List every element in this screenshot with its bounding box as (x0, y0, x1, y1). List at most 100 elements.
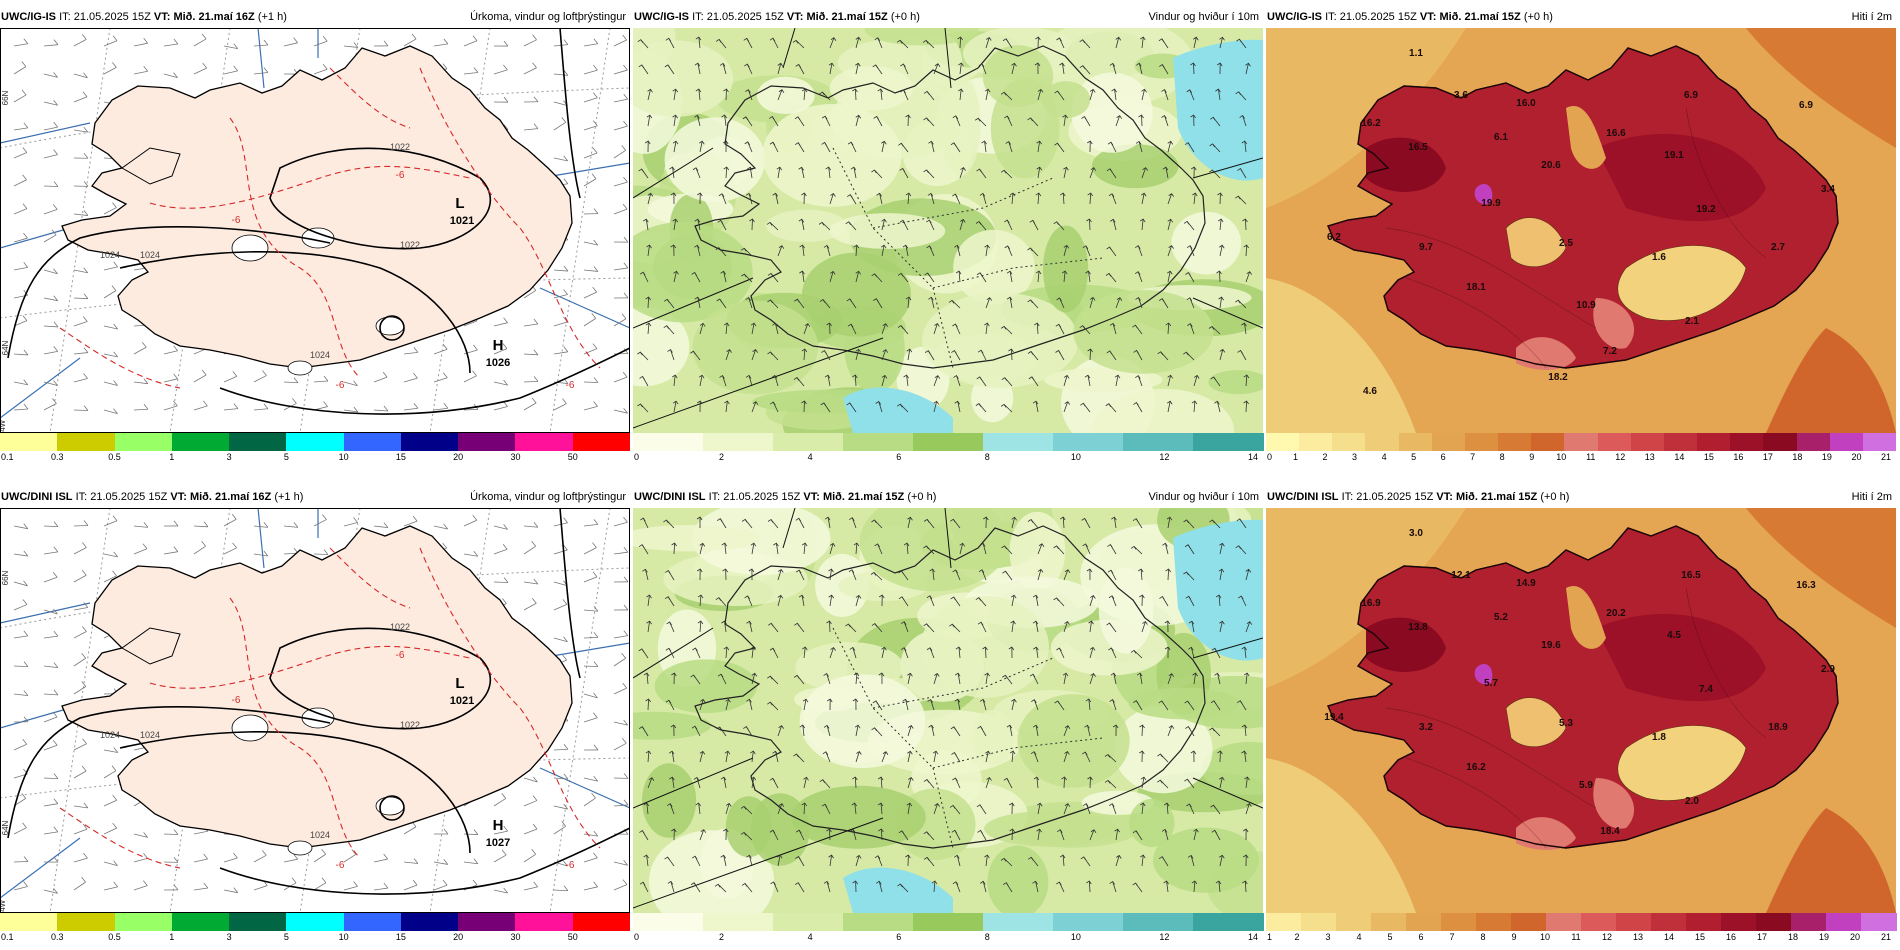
wind-arrow (697, 63, 701, 75)
colorbar-tick-label: 14 (1247, 452, 1259, 462)
wind-arrowhead (740, 247, 747, 252)
panel-ig-wind: UWC/IG-IS IT: 21.05.2025 15Z VT: Mið. 21… (633, 0, 1264, 462)
sea-temperature-band (1266, 278, 1416, 433)
wind-barb-flag (623, 546, 629, 553)
wind-barb-flag (53, 630, 59, 637)
wind-barb (193, 67, 207, 75)
colorbar-tick-label: 0.1 (1, 932, 14, 942)
colorbar-segment (1371, 913, 1407, 931)
wind-barb (283, 525, 298, 528)
wind-barb-flag (113, 408, 118, 414)
wind-arrowhead (1142, 167, 1149, 171)
wind-arrow (1011, 751, 1014, 763)
wind-arrow (1141, 621, 1146, 633)
colorbar-tick-label: 1 (169, 932, 175, 942)
wind-arrowhead (906, 802, 913, 807)
wind-arrowhead (1163, 880, 1169, 885)
wind-arrowhead (900, 89, 906, 94)
wind-arrowhead (693, 776, 700, 781)
colorbar-segment (633, 433, 704, 451)
wind-arrowhead (948, 299, 955, 304)
wind-arrow (933, 751, 937, 763)
wind-arrowhead (876, 880, 882, 885)
wind-arrowhead (1157, 779, 1163, 784)
wind-arrowhead (1109, 322, 1116, 327)
wind-speed-patch (920, 595, 1049, 698)
temperature-isoline (229, 597, 361, 859)
wind-arrow (828, 167, 831, 179)
wind-barb-flag (623, 292, 629, 299)
wind-arrow (777, 245, 783, 257)
wind-barb-flag (563, 289, 568, 295)
wind-arrowhead (908, 724, 914, 729)
wind-arrowhead (975, 597, 982, 601)
wind-arrow (1033, 699, 1039, 711)
wind-arrowhead (905, 296, 912, 301)
wind-arrowhead (778, 725, 785, 729)
wind-arrowhead (1140, 192, 1147, 197)
wind-arrow (645, 569, 649, 581)
fjord-outline (121, 147, 181, 185)
wind-barb (343, 522, 358, 527)
wind-arrow (803, 699, 807, 711)
wind-arrowhead (1243, 244, 1250, 249)
wind-barb (43, 525, 59, 527)
wind-arrowhead (984, 244, 990, 249)
wind-arrowhead (846, 298, 853, 303)
wind-arrowhead (1109, 698, 1115, 703)
sea-temperature-band (1746, 28, 1896, 148)
wind-barb-flag (23, 262, 29, 268)
colorbar-tick-label: 15 (395, 932, 406, 942)
temperature-value-label: 16.6 (1606, 128, 1626, 139)
wind-arrow (751, 673, 756, 685)
wind-arrowhead (778, 568, 784, 573)
panel-dini-wind: UWC/DINI ISL IT: 21.05.2025 15Z VT: Mið.… (633, 480, 1264, 942)
wind-barb-flag (623, 64, 628, 71)
colorbar-tick-label: 8 (984, 452, 990, 462)
wind-barb-flag (53, 608, 58, 615)
wind-barb-flag (623, 773, 629, 779)
wind-arrow (854, 374, 857, 387)
wind-barb (403, 38, 417, 47)
wind-arrowhead (1009, 192, 1016, 197)
wind-barb-flag (563, 155, 569, 162)
wind-arrow (1218, 89, 1221, 101)
wind-barb (553, 805, 568, 810)
wind-arrowhead (1086, 140, 1093, 145)
wind-barb-flag (622, 682, 628, 689)
wind-arrowhead (671, 542, 677, 547)
colorbar-segment (1862, 433, 1897, 451)
colorbar-tick-label: 10 (338, 452, 349, 462)
wind-arrowhead (950, 726, 957, 731)
wind-arrowhead (715, 247, 722, 251)
wind-arrowhead (1191, 166, 1197, 171)
wind-arrowhead (695, 88, 702, 93)
temperature-map: 3.0 12.1 14.9 16.5 16.3 16.9 13.8 5.2 19.6 20.2 4.… (1266, 508, 1896, 913)
wind-arrowhead (923, 856, 930, 861)
wind-arrowhead (746, 698, 752, 703)
wind-arrowhead (1001, 377, 1008, 381)
wind-arrowhead (770, 401, 776, 406)
wind-arrowhead (1055, 323, 1062, 328)
wind-barb (13, 525, 28, 530)
wind-barb (43, 350, 58, 355)
mild-zone (1516, 817, 1576, 850)
wind-arrow (1189, 323, 1195, 335)
wind-arrowhead (1217, 192, 1223, 197)
wind-arrow (699, 323, 704, 335)
wind-arrowhead (1235, 91, 1241, 96)
wind-arrowhead (663, 519, 669, 524)
wind-arrowhead (1053, 221, 1060, 226)
wind-barb (43, 693, 58, 696)
wind-barb (613, 721, 628, 726)
temperature-value-label: 19.9 (1481, 198, 1501, 209)
wind-arrow (827, 517, 831, 529)
wind-barb (553, 351, 568, 355)
wind-arrowhead (819, 91, 825, 96)
colorbar-tick-label: 15 (1703, 452, 1714, 462)
wind-barb-flag (23, 716, 29, 723)
wind-arrow (1219, 777, 1223, 789)
wind-arrowhead (923, 831, 930, 835)
wind-arrow (670, 349, 675, 361)
colorbar-segment (343, 913, 402, 931)
